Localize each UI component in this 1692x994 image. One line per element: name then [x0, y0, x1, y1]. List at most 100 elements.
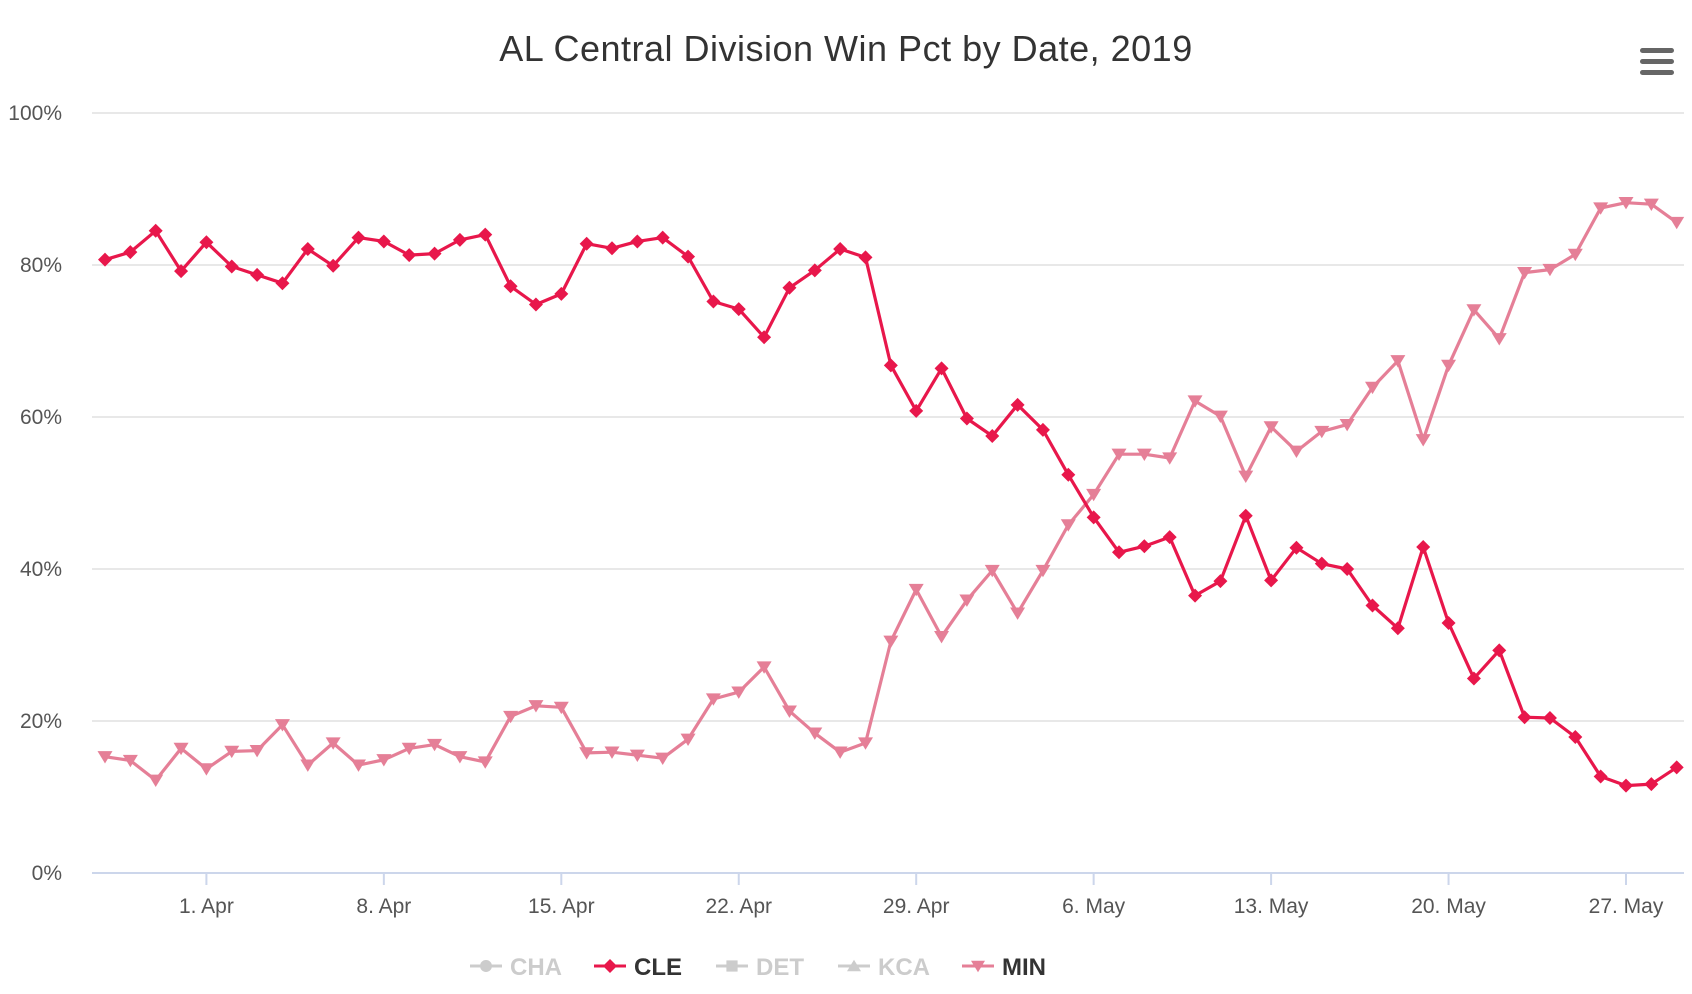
data-point-min[interactable] [1415, 434, 1431, 447]
data-point-min[interactable] [1314, 425, 1330, 439]
data-point-cle[interactable] [605, 241, 619, 256]
data-point-cle[interactable] [224, 259, 239, 274]
data-point-cle[interactable] [1390, 621, 1405, 636]
data-point-min[interactable] [1263, 421, 1279, 434]
data-point-cle[interactable] [174, 264, 189, 279]
data-point-min[interactable] [1365, 381, 1380, 395]
data-point-cle[interactable] [731, 302, 746, 317]
data-point-min[interactable] [1010, 607, 1026, 620]
data-point-min[interactable] [528, 700, 544, 713]
data-point-cle[interactable] [1669, 760, 1684, 775]
data-point-min[interactable] [604, 746, 620, 759]
data-point-cle[interactable] [1416, 539, 1431, 554]
legend-label[interactable]: MIN [1002, 954, 1046, 981]
data-point-min[interactable] [756, 661, 772, 674]
legend-marker-circle-icon[interactable] [480, 960, 492, 972]
data-point-cle[interactable] [554, 286, 569, 301]
data-point-min[interactable] [731, 686, 747, 699]
data-point-cle[interactable] [1188, 588, 1203, 603]
data-point-min[interactable] [781, 705, 797, 718]
data-point-min[interactable] [579, 747, 595, 760]
data-point-min[interactable] [680, 733, 696, 746]
data-point-cle[interactable] [1010, 397, 1025, 412]
data-point-cle[interactable] [326, 258, 341, 273]
hamburger-menu-icon[interactable] [1640, 48, 1674, 78]
data-point-min[interactable] [1542, 263, 1558, 277]
data-point-min[interactable] [934, 631, 950, 644]
data-point-min[interactable] [858, 737, 873, 750]
legend-item-min[interactable]: MIN [962, 954, 1046, 981]
legend-item-det[interactable]: DET [716, 954, 804, 981]
data-point-cle[interactable] [1035, 422, 1050, 437]
legend-marker-diamond-icon[interactable] [603, 959, 617, 973]
data-point-cle[interactable] [275, 276, 290, 291]
data-point-min[interactable] [503, 710, 519, 724]
data-point-cle[interactable] [579, 236, 594, 251]
data-point-cle[interactable] [833, 242, 848, 257]
data-point-cle[interactable] [98, 252, 112, 267]
data-point-min[interactable] [908, 583, 924, 597]
data-point-min[interactable] [705, 693, 721, 706]
data-point-min[interactable] [274, 719, 290, 732]
legend-label[interactable]: CLE [634, 954, 682, 981]
legend-marker-triangle-down-icon[interactable] [971, 960, 985, 973]
data-point-cle[interactable] [427, 246, 442, 261]
data-point-cle[interactable] [883, 358, 898, 373]
data-point-min[interactable] [1035, 564, 1051, 578]
data-point-min[interactable] [97, 751, 113, 764]
data-point-min[interactable] [224, 745, 240, 759]
data-point-cle[interactable] [1213, 574, 1228, 589]
data-point-cle[interactable] [528, 297, 543, 312]
data-point-cle[interactable] [630, 234, 645, 249]
data-point-cle[interactable] [123, 245, 138, 260]
data-point-cle[interactable] [1314, 556, 1329, 571]
legend-label[interactable]: KCA [878, 954, 930, 981]
data-point-cle[interactable] [376, 234, 391, 249]
data-point-cle[interactable] [1112, 545, 1126, 560]
data-point-min[interactable] [1643, 198, 1659, 211]
data-point-cle[interactable] [478, 227, 493, 242]
data-point-cle[interactable] [1441, 615, 1456, 630]
data-point-cle[interactable] [807, 263, 822, 278]
data-point-cle[interactable] [1061, 467, 1076, 482]
legend-item-cle[interactable]: CLE [594, 954, 682, 981]
data-point-min[interactable] [1593, 202, 1609, 215]
data-point-cle[interactable] [1264, 573, 1279, 588]
data-point-min[interactable] [1238, 470, 1254, 484]
series-line-min[interactable] [104, 201, 1678, 782]
data-point-cle[interactable] [858, 250, 873, 265]
data-point-cle[interactable] [503, 279, 518, 294]
data-point-min[interactable] [1060, 519, 1076, 532]
data-point-cle[interactable] [452, 232, 467, 247]
data-point-cle[interactable] [1492, 643, 1507, 658]
data-point-min[interactable] [1567, 248, 1583, 262]
data-point-min[interactable] [300, 759, 316, 772]
data-point-min[interactable] [376, 754, 392, 767]
data-point-min[interactable] [1187, 395, 1203, 408]
legend-label[interactable]: CHA [510, 954, 562, 981]
series-line-cle[interactable] [104, 229, 1678, 788]
data-point-min[interactable] [629, 749, 645, 762]
data-point-min[interactable] [1441, 359, 1457, 373]
legend-item-cha[interactable]: CHA [470, 954, 562, 981]
data-point-cle[interactable] [300, 242, 315, 257]
data-point-cle[interactable] [1568, 729, 1583, 744]
data-point-cle[interactable] [706, 294, 721, 309]
data-point-min[interactable] [1086, 488, 1102, 502]
data-point-min[interactable] [1466, 304, 1482, 317]
data-point-cle[interactable] [148, 223, 163, 238]
data-point-min[interactable] [325, 737, 341, 750]
data-point-cle[interactable] [1238, 508, 1253, 523]
data-point-min[interactable] [122, 754, 138, 768]
data-point-cle[interactable] [1593, 769, 1608, 784]
legend[interactable]: CHA CLE DET KCA MIN [470, 954, 1046, 981]
data-point-min[interactable] [1390, 355, 1406, 368]
data-point-cle[interactable] [1340, 562, 1355, 576]
data-point-min[interactable] [807, 727, 823, 740]
data-point-cle[interactable] [909, 403, 924, 418]
data-point-min[interactable] [1212, 410, 1228, 423]
data-point-cle[interactable] [1517, 710, 1532, 725]
data-point-cle[interactable] [1365, 598, 1380, 613]
legend-marker-triangle-icon[interactable] [847, 959, 861, 972]
data-point-min[interactable] [427, 738, 443, 752]
